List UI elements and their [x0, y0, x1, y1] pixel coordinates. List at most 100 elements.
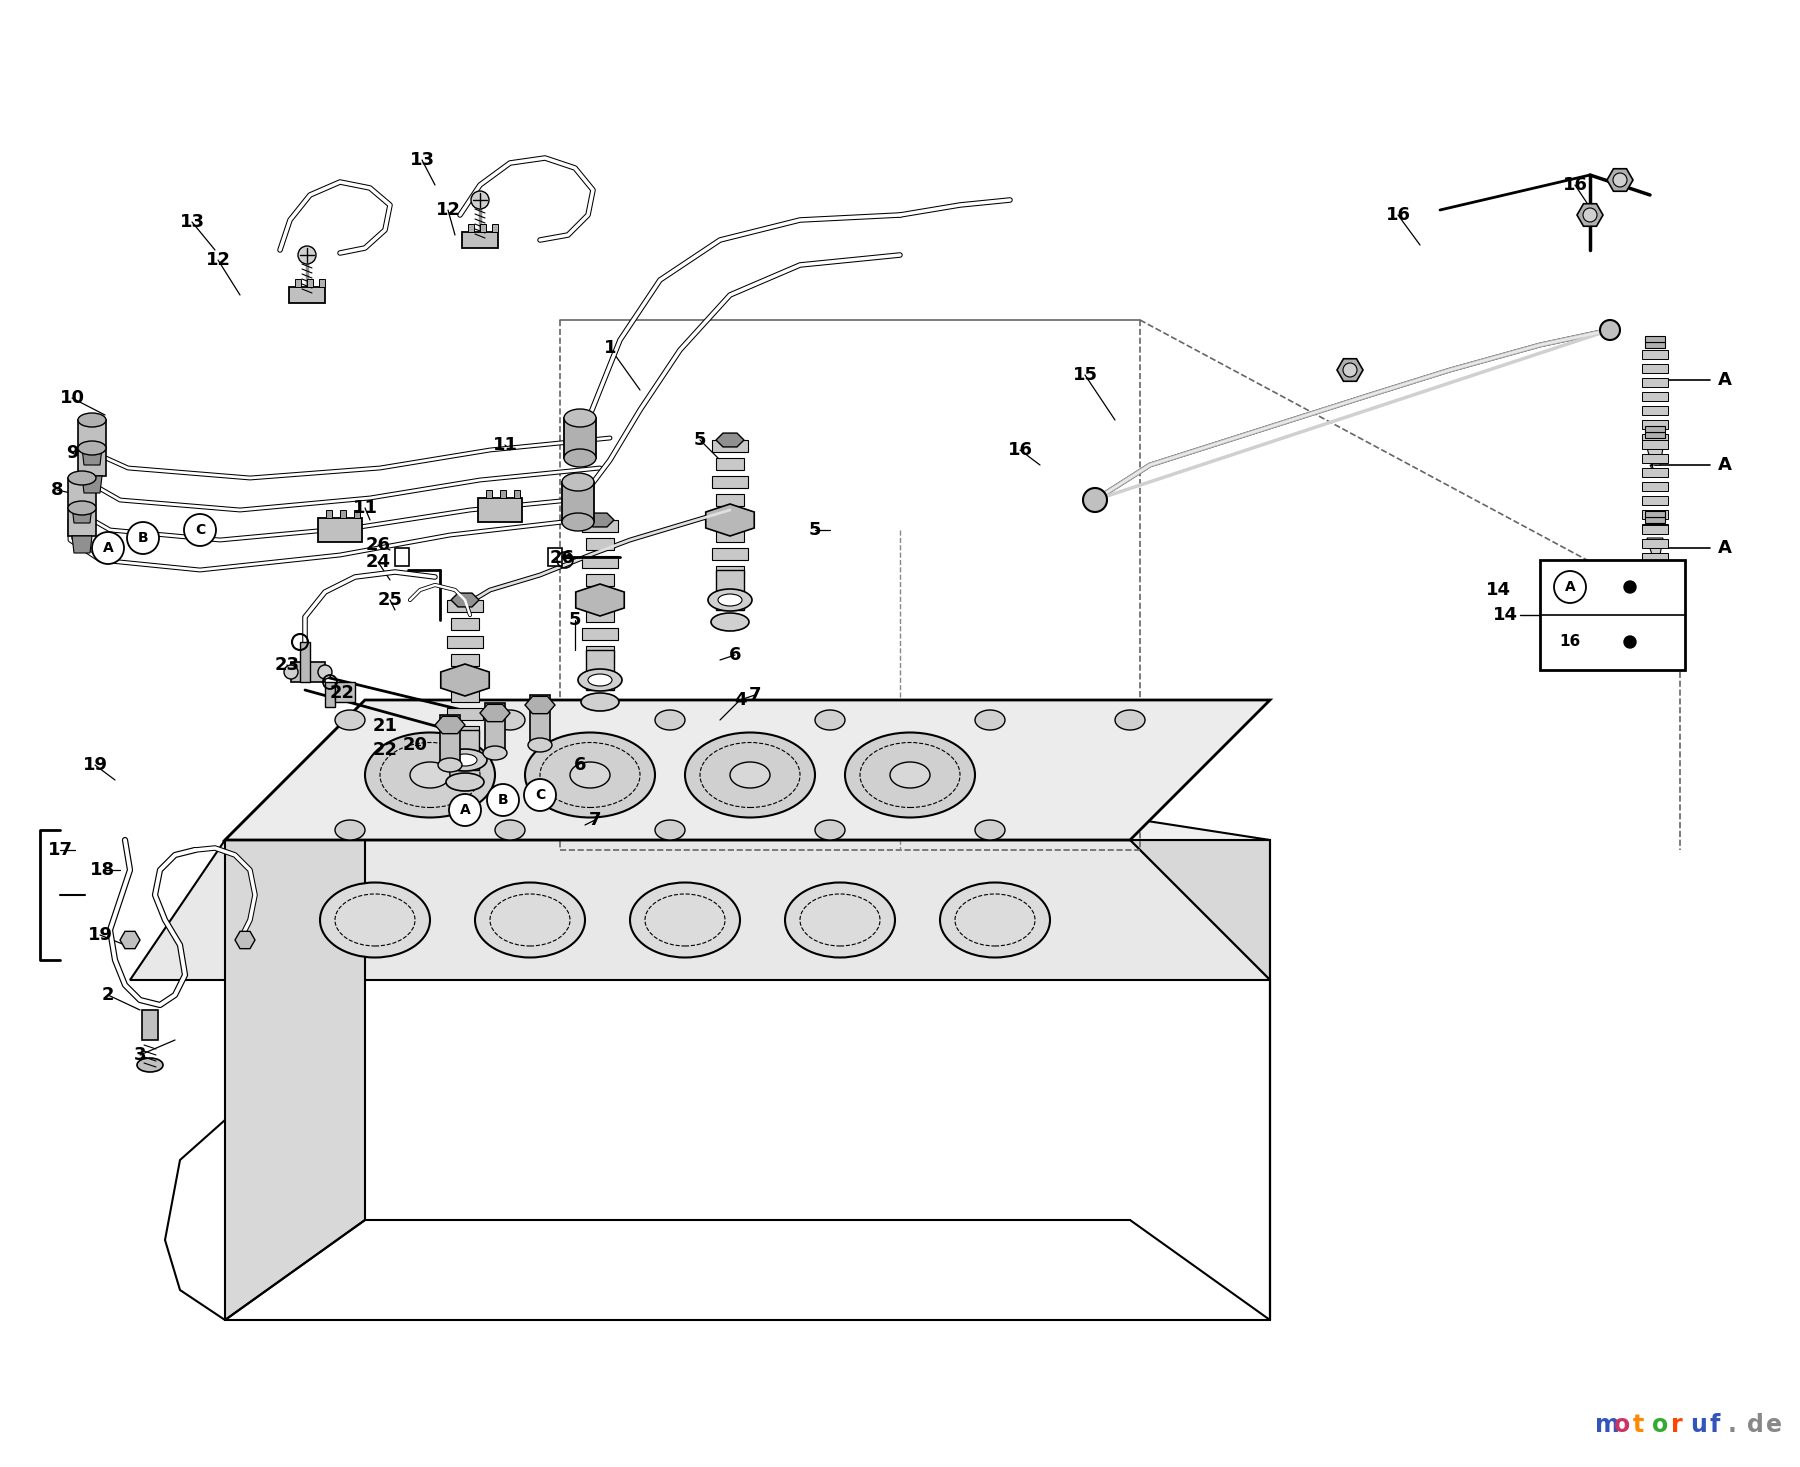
Polygon shape	[562, 483, 594, 522]
Ellipse shape	[410, 761, 450, 788]
Text: A: A	[1717, 456, 1732, 474]
Text: 14: 14	[1485, 581, 1510, 599]
Ellipse shape	[578, 669, 623, 691]
Ellipse shape	[77, 442, 106, 455]
Text: 23: 23	[274, 656, 299, 673]
Circle shape	[92, 533, 124, 563]
Circle shape	[1624, 637, 1636, 648]
Ellipse shape	[563, 449, 596, 467]
Ellipse shape	[365, 732, 495, 817]
Ellipse shape	[844, 732, 976, 817]
Polygon shape	[452, 654, 479, 666]
Text: 7: 7	[589, 811, 601, 829]
Text: 6: 6	[574, 756, 587, 775]
Polygon shape	[319, 279, 326, 288]
Ellipse shape	[655, 820, 686, 841]
Text: A: A	[1717, 538, 1732, 557]
Text: o: o	[1652, 1413, 1669, 1438]
Text: r: r	[1670, 1413, 1683, 1438]
Polygon shape	[452, 618, 479, 629]
Text: m: m	[1595, 1413, 1620, 1438]
Polygon shape	[481, 224, 486, 232]
Ellipse shape	[495, 710, 526, 731]
Polygon shape	[452, 726, 479, 738]
Text: 10: 10	[59, 389, 85, 406]
Polygon shape	[225, 700, 365, 1320]
Polygon shape	[68, 478, 95, 506]
Text: 16: 16	[1008, 442, 1033, 459]
Circle shape	[184, 513, 216, 546]
Polygon shape	[581, 519, 617, 533]
Polygon shape	[446, 672, 482, 684]
Polygon shape	[1647, 538, 1663, 565]
Polygon shape	[1642, 392, 1669, 400]
Text: 6: 6	[729, 645, 742, 665]
Ellipse shape	[454, 754, 477, 766]
Polygon shape	[1642, 553, 1669, 562]
Polygon shape	[1645, 511, 1665, 516]
Polygon shape	[563, 418, 596, 458]
Ellipse shape	[976, 820, 1004, 841]
Ellipse shape	[815, 820, 844, 841]
Text: 18: 18	[90, 861, 115, 879]
Polygon shape	[515, 490, 520, 497]
Ellipse shape	[437, 758, 463, 772]
Circle shape	[1582, 208, 1597, 222]
Polygon shape	[1645, 342, 1665, 348]
Polygon shape	[713, 440, 749, 452]
Text: 26: 26	[365, 535, 391, 555]
Text: C: C	[194, 524, 205, 537]
Ellipse shape	[335, 710, 365, 731]
Polygon shape	[716, 433, 743, 447]
Polygon shape	[1642, 525, 1669, 534]
Circle shape	[488, 783, 518, 816]
Text: 24: 24	[365, 553, 391, 571]
Text: 16: 16	[1386, 205, 1411, 224]
Text: A: A	[103, 541, 113, 555]
Text: 2: 2	[103, 986, 113, 1003]
Text: o: o	[1615, 1413, 1631, 1438]
Text: 17: 17	[47, 841, 72, 860]
Ellipse shape	[889, 761, 931, 788]
Ellipse shape	[815, 710, 844, 731]
Polygon shape	[587, 574, 614, 585]
Polygon shape	[468, 224, 473, 232]
Ellipse shape	[711, 613, 749, 631]
Polygon shape	[68, 508, 95, 535]
Polygon shape	[1642, 538, 1669, 549]
Circle shape	[1624, 581, 1636, 593]
Polygon shape	[326, 511, 331, 518]
Circle shape	[472, 191, 490, 208]
Polygon shape	[547, 549, 562, 566]
Polygon shape	[481, 704, 509, 722]
Polygon shape	[1645, 336, 1665, 342]
Polygon shape	[446, 637, 482, 648]
Polygon shape	[500, 490, 506, 497]
Polygon shape	[290, 288, 326, 304]
Polygon shape	[1642, 468, 1669, 477]
Polygon shape	[77, 420, 106, 447]
Ellipse shape	[495, 820, 526, 841]
Text: A: A	[1717, 371, 1732, 389]
Polygon shape	[130, 841, 1271, 980]
Ellipse shape	[68, 502, 95, 515]
Ellipse shape	[589, 673, 612, 687]
Polygon shape	[225, 700, 1271, 841]
Polygon shape	[446, 709, 482, 720]
Polygon shape	[1642, 483, 1669, 491]
Ellipse shape	[335, 820, 365, 841]
Polygon shape	[1642, 453, 1669, 464]
Polygon shape	[1642, 406, 1669, 415]
Text: .: .	[1728, 1413, 1737, 1438]
Polygon shape	[340, 511, 346, 518]
Polygon shape	[716, 458, 743, 469]
Polygon shape	[1607, 169, 1633, 191]
Text: 22: 22	[373, 741, 398, 758]
Text: 11: 11	[353, 499, 378, 516]
Polygon shape	[142, 1009, 158, 1040]
Polygon shape	[713, 475, 749, 489]
Polygon shape	[587, 513, 614, 527]
Polygon shape	[1642, 496, 1669, 505]
Polygon shape	[1577, 204, 1604, 226]
Text: u: u	[1690, 1413, 1706, 1438]
